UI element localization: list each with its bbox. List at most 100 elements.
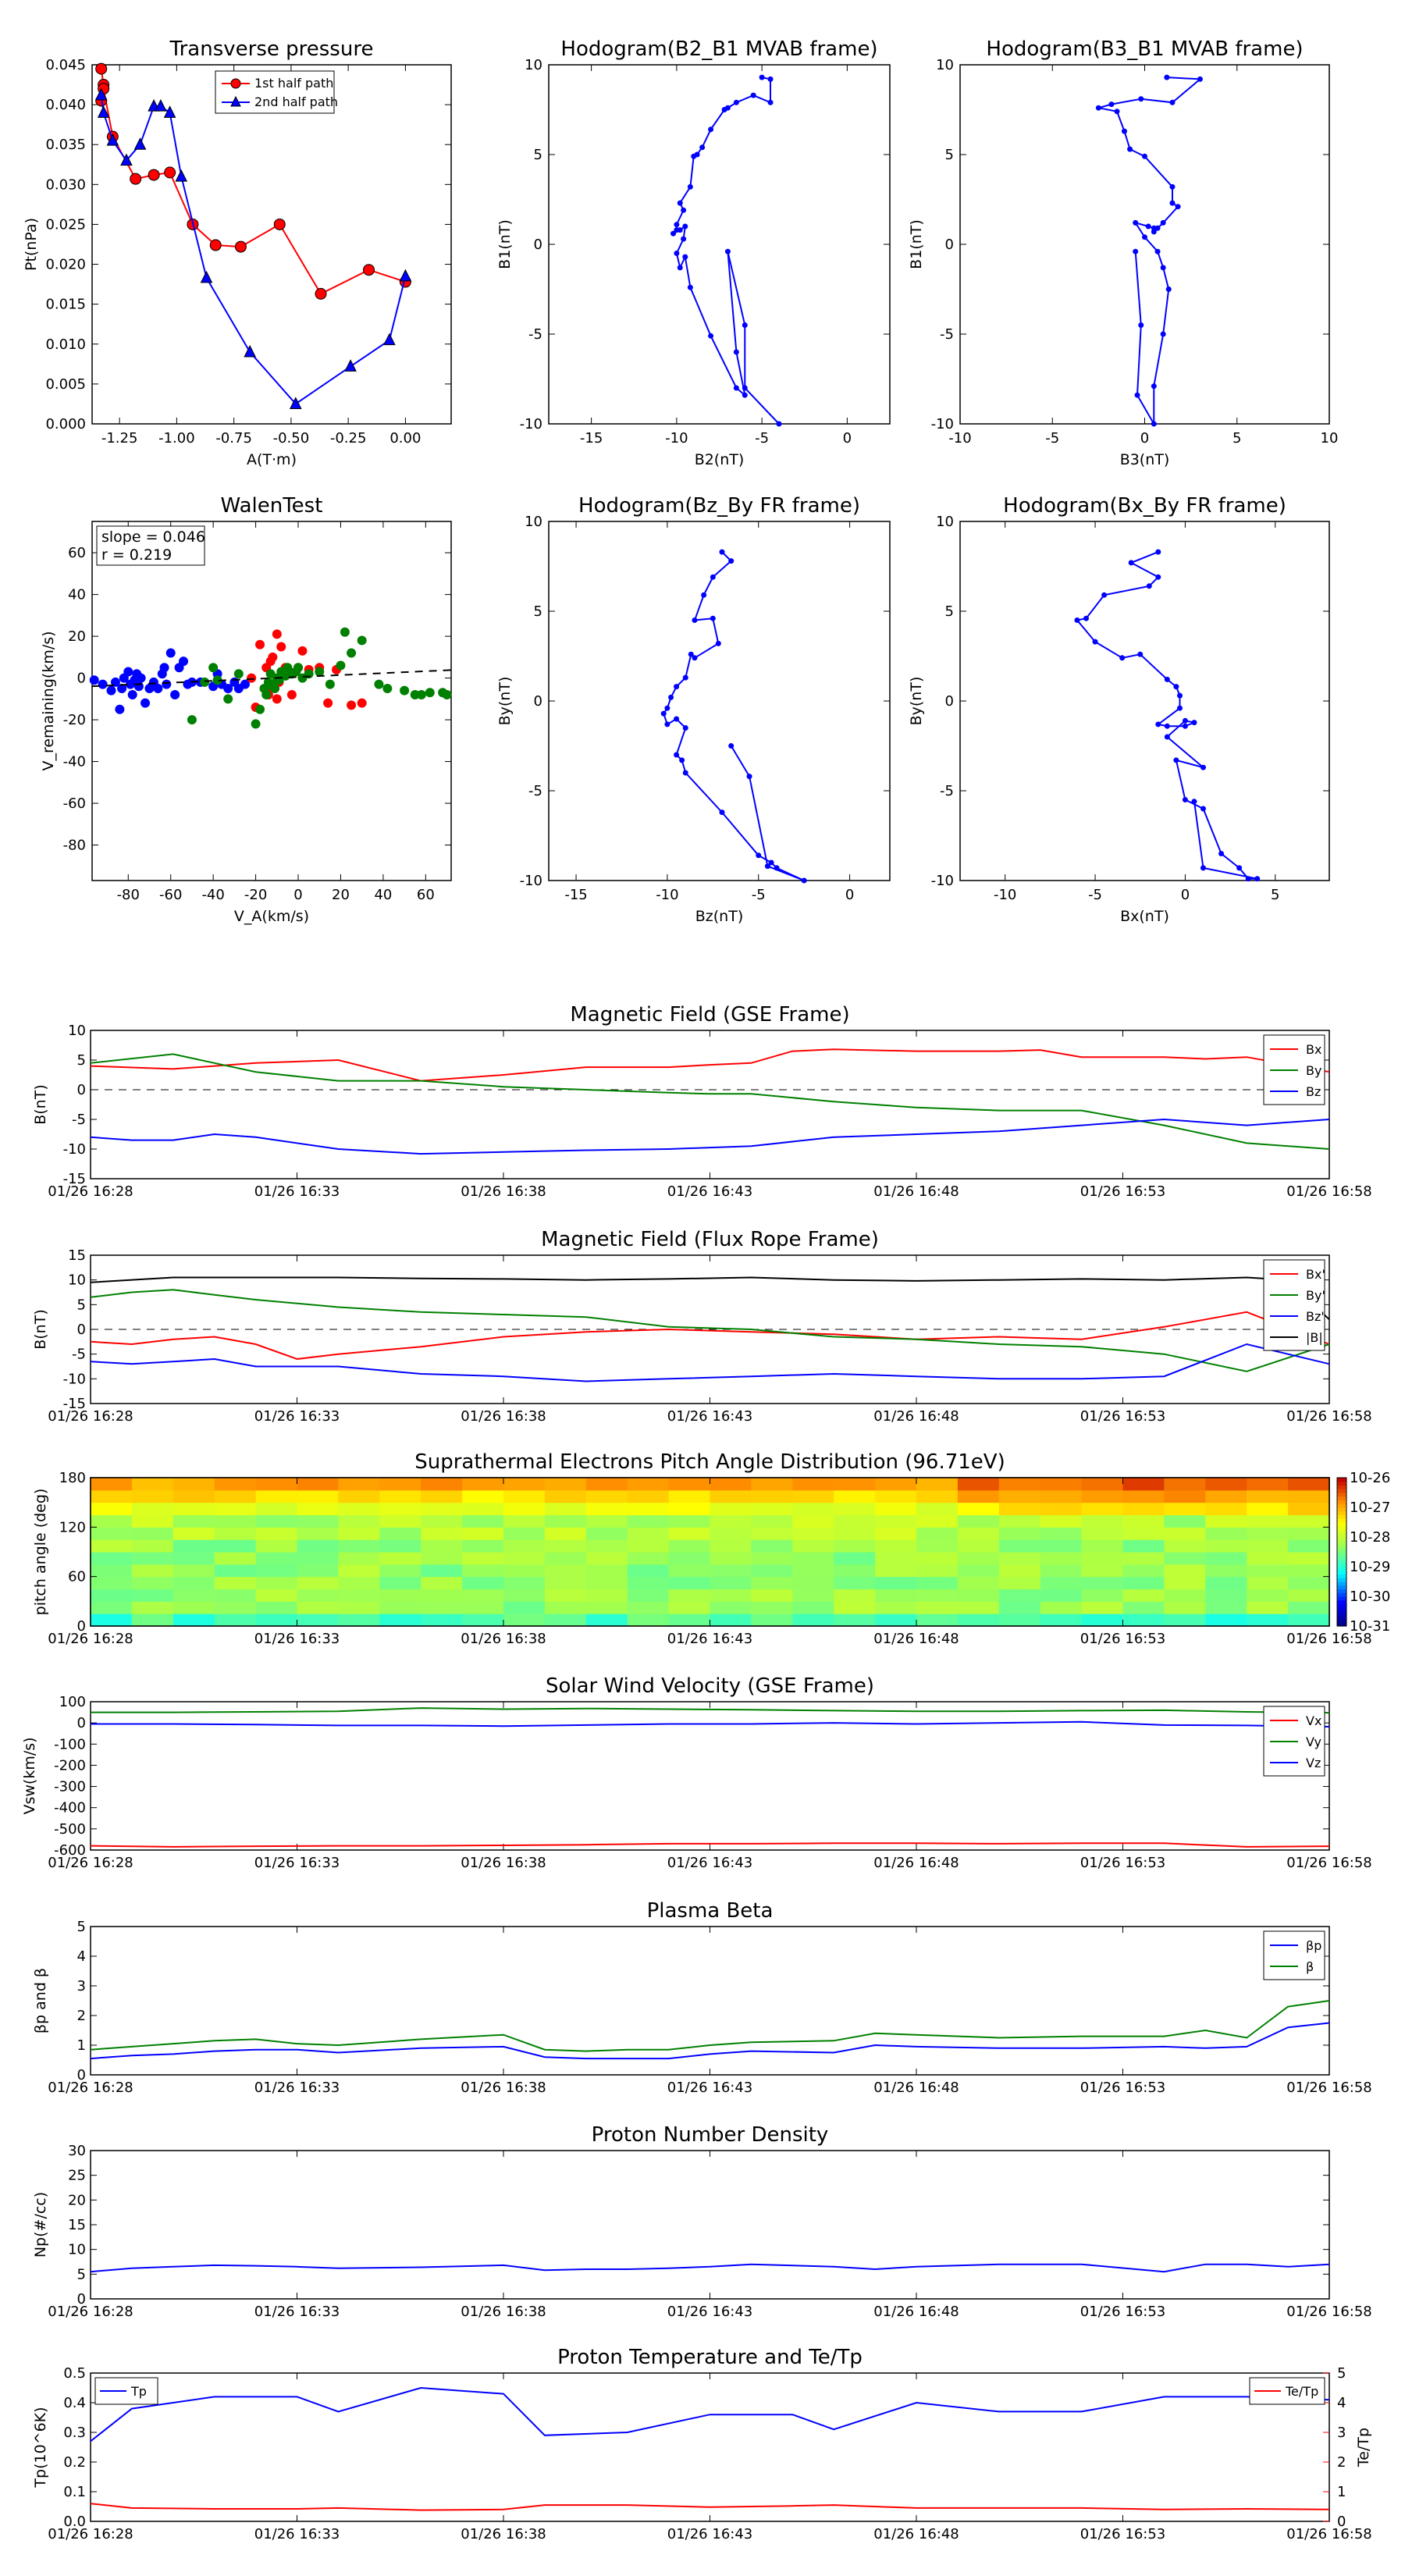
pad-cell — [421, 1564, 463, 1578]
pad-cell — [214, 1514, 257, 1528]
hg2-point — [1134, 392, 1140, 398]
walen-ytick-label: 40 — [68, 587, 86, 603]
pad-cell — [751, 1489, 793, 1503]
pad-xtick-label: 01/26 16:38 — [461, 1631, 546, 1647]
pad-cell — [957, 1502, 1000, 1516]
pad-cell — [91, 1589, 133, 1602]
hg1-ylabel: B1(nT) — [496, 219, 514, 269]
pad-cell — [131, 1527, 174, 1540]
pad-cell — [1247, 1601, 1289, 1614]
walen-xtick-label: 60 — [417, 887, 435, 903]
pad-cell — [710, 1552, 752, 1565]
hg1-point — [742, 392, 748, 398]
hg2-xtick-label: 0 — [1140, 430, 1149, 447]
hg2-xtick-label: -5 — [1045, 430, 1059, 447]
hg3-point — [679, 757, 685, 763]
hg4-point — [1074, 617, 1080, 623]
pad-cell — [998, 1614, 1041, 1627]
pad-cell — [585, 1489, 628, 1503]
bfr-title: Magnetic Field (Flux Rope Frame) — [541, 1228, 879, 1251]
bgse-xtick-label: 01/26 16:43 — [667, 1183, 752, 1200]
pad-cell — [91, 1502, 133, 1516]
pad-cell — [1081, 1478, 1124, 1491]
pad-cell — [544, 1527, 587, 1540]
pad-cell — [131, 1514, 174, 1528]
walen-point — [276, 642, 286, 652]
walen-point — [340, 627, 350, 637]
pad-cell — [91, 1514, 133, 1528]
hg1-title: Hodogram(B2_B1 MVAB frame) — [560, 37, 877, 61]
pad-cell — [544, 1564, 587, 1578]
pad-cell — [297, 1489, 339, 1503]
pad-cell — [421, 1589, 463, 1602]
bgse-xtick-label: 01/26 16:48 — [873, 1183, 959, 1200]
hg4-ytick-label: 0 — [945, 693, 954, 710]
tp-xtick-label: -0.25 — [330, 430, 367, 447]
pad-cell — [214, 1489, 257, 1503]
pad-cell — [91, 1576, 133, 1590]
pad-xtick-label: 01/26 16:48 — [873, 1631, 959, 1647]
pad-cell — [1122, 1489, 1165, 1503]
pad-cell — [1164, 1502, 1206, 1516]
bgse-xtick-label: 01/26 16:53 — [1080, 1183, 1165, 1200]
pad-ylabel: pitch angle (deg) — [32, 1489, 49, 1616]
np-xtick-label: 01/26 16:53 — [1080, 2304, 1165, 2320]
pad-cell — [1205, 1478, 1247, 1491]
bfr-series-line — [90, 1276, 1330, 1321]
vsw-xtick-label: 01/26 16:28 — [48, 1855, 133, 1871]
bgse-xtick-label: 01/26 16:38 — [461, 1183, 546, 1200]
hg1-point — [767, 99, 774, 105]
hg1-xlabel: B2(nT) — [695, 451, 745, 468]
walen-point — [336, 660, 346, 671]
pad-cell — [379, 1601, 422, 1614]
beta-series-line — [90, 2000, 1330, 2052]
walen-xtick-label: 40 — [374, 887, 392, 903]
bfr-ylabel: B(nT) — [32, 1309, 49, 1350]
beta-xtick-label: 01/26 16:28 — [48, 2080, 133, 2096]
bfr-legend — [1263, 1259, 1325, 1351]
pad-cell — [173, 1589, 215, 1602]
pad-cell — [957, 1589, 1000, 1602]
tp-xtick-label: 0.00 — [389, 430, 421, 447]
pad-colorbar-cell — [1337, 1582, 1346, 1586]
tp-ytick-label: 0.020 — [45, 257, 86, 273]
beta-ytick-label: 0 — [77, 2067, 86, 2083]
walen-annotation-slope: slope = 0.046 — [101, 528, 205, 546]
bfr-xtick-label: 01/26 16:28 — [48, 1408, 133, 1425]
pad-cell — [1081, 1489, 1124, 1503]
pad-cell — [297, 1502, 339, 1516]
hg2-ytick-label: -5 — [940, 326, 954, 343]
pad-cell — [462, 1589, 504, 1602]
pad-cell — [462, 1489, 504, 1503]
pad-cell — [421, 1601, 463, 1614]
pad-cell — [1164, 1527, 1206, 1540]
pad-cell — [255, 1527, 298, 1540]
pad-cell — [957, 1614, 1000, 1627]
walen-point — [159, 663, 169, 673]
pad-cell — [916, 1502, 959, 1516]
beta-title: Plasma Beta — [647, 1899, 774, 1923]
pad-cell — [462, 1539, 504, 1553]
hg3-point — [715, 640, 721, 646]
pad-cell — [668, 1489, 711, 1503]
temp-ytick-label: 0.4 — [63, 2395, 86, 2411]
bfr-xtick-label: 01/26 16:38 — [461, 1408, 546, 1425]
pad-cell — [421, 1552, 463, 1565]
pad-cell — [998, 1589, 1041, 1602]
hg3-xlabel: Bz(nT) — [695, 908, 743, 925]
pad-cell — [1288, 1527, 1330, 1540]
hg2-point — [1151, 225, 1157, 231]
tp-legend-marker — [230, 78, 241, 89]
bgse-legend-label: Bx — [1306, 1042, 1321, 1057]
temp-y2label: Te/Tp — [1355, 2428, 1372, 2467]
pad-cell — [1122, 1502, 1165, 1516]
pad-cell — [255, 1576, 298, 1590]
pad-cell — [1288, 1478, 1330, 1491]
pad-cell — [1288, 1514, 1330, 1528]
pad-cell — [916, 1527, 959, 1540]
hg2-point — [1154, 248, 1161, 254]
walen-point — [233, 669, 244, 679]
pad-cell — [1247, 1589, 1289, 1602]
pad-cell — [916, 1539, 959, 1553]
hg3-point — [710, 615, 716, 621]
